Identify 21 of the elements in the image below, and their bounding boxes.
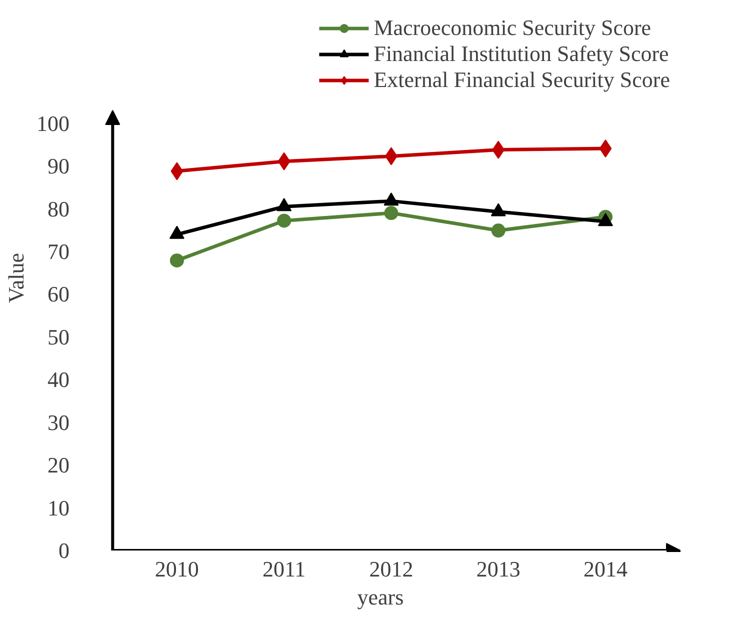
y-tick-label: 40 [48, 367, 70, 392]
y-tick-label: 70 [48, 238, 70, 264]
legend-label: Macroeconomic Security Score [374, 15, 652, 41]
y-tick-label: 60 [48, 282, 70, 307]
y-tick-label: 100 [36, 110, 70, 136]
y-axis-title: Value [4, 252, 28, 304]
y-tick-label: 50 [48, 324, 70, 350]
x-tick-label: 2013 [476, 556, 520, 582]
legend-label: External Financial Security Score [374, 67, 670, 93]
y-tick-label: 90 [48, 154, 70, 179]
x-tick-label: 2012 [369, 556, 414, 582]
legend-label: Financial Institution Safety Score [374, 41, 669, 67]
x-tick-label: 2011 [262, 556, 306, 582]
y-tick-label: 20 [48, 452, 70, 478]
y-tick-label: 30 [48, 410, 70, 435]
y-tick-label: 0 [58, 538, 70, 563]
y-tick-label: 80 [48, 196, 70, 222]
x-tick-label: 2010 [154, 556, 199, 582]
y-tick-label: 10 [48, 495, 70, 520]
x-tick-label: 2014 [584, 556, 628, 582]
x-axis-title: years [357, 584, 404, 610]
